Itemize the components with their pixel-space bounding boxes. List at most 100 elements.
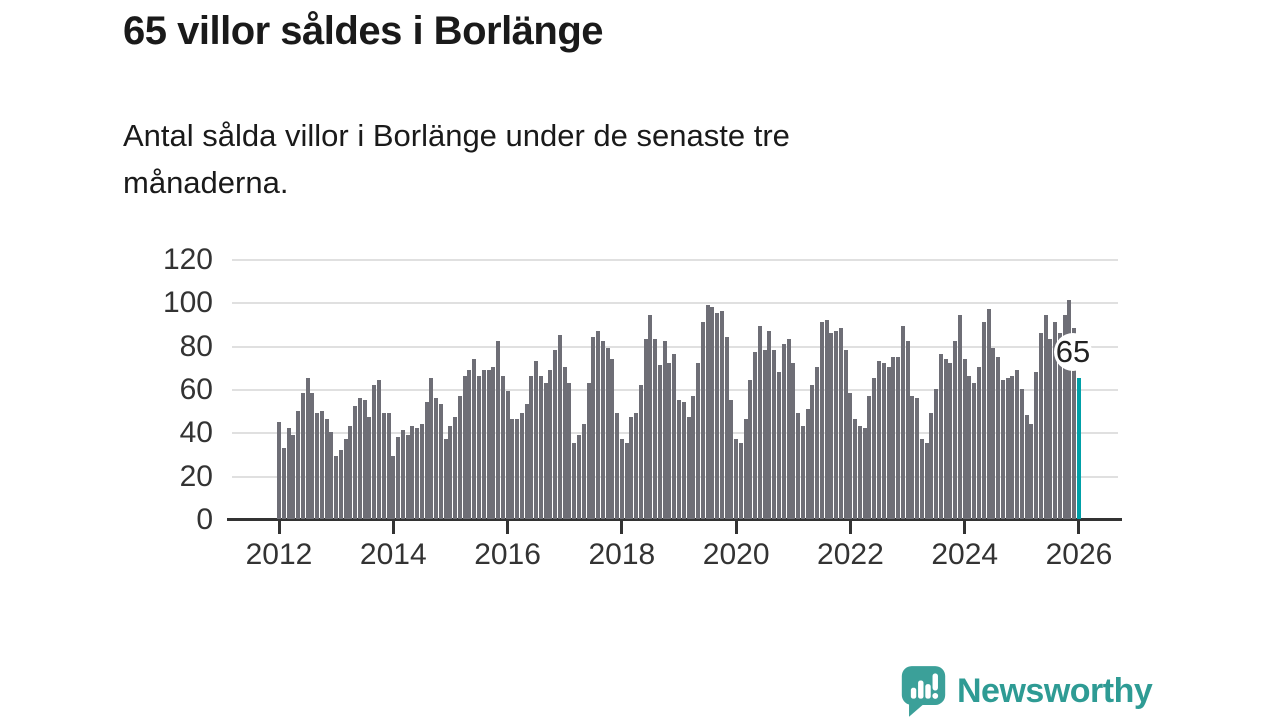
bar	[800, 425, 805, 519]
bar	[372, 384, 377, 519]
bar	[929, 412, 934, 519]
bar	[686, 417, 691, 519]
bar	[667, 363, 672, 519]
bar	[948, 363, 953, 519]
bar	[467, 369, 472, 519]
bar	[719, 311, 724, 519]
bar	[305, 378, 310, 519]
bar	[405, 434, 410, 519]
bar	[615, 412, 620, 519]
bar	[886, 367, 891, 519]
bar	[1019, 389, 1024, 519]
highlighted-bar	[1076, 378, 1081, 519]
chart-title: 65 villor såldes i Borlänge	[123, 9, 604, 53]
bar	[867, 395, 872, 519]
bar	[386, 412, 391, 519]
bar	[524, 404, 529, 519]
bar	[300, 393, 305, 519]
y-tick-label: 100	[162, 286, 213, 320]
bar	[605, 347, 610, 519]
bar	[810, 384, 815, 519]
bar	[815, 367, 820, 519]
x-tick-label: 2018	[588, 538, 656, 571]
x-tick-mark	[848, 521, 852, 534]
bar	[834, 330, 839, 519]
bar	[943, 358, 948, 519]
x-tick-label: 2012	[245, 538, 313, 571]
bar	[762, 350, 767, 519]
bar	[600, 341, 605, 519]
gridline	[232, 302, 1118, 305]
bar	[953, 341, 958, 519]
bar	[329, 432, 334, 519]
bar	[691, 395, 696, 519]
bar	[853, 419, 858, 519]
bar	[434, 397, 439, 519]
bar	[753, 352, 758, 519]
bar	[629, 417, 634, 519]
bar	[553, 350, 558, 519]
bar	[662, 341, 667, 519]
bar	[510, 419, 515, 519]
bar	[534, 360, 539, 519]
bar	[438, 404, 443, 519]
bar	[505, 391, 510, 519]
bar	[991, 347, 996, 519]
bar	[281, 447, 286, 519]
bar	[1062, 315, 1067, 519]
x-tick-mark	[1077, 521, 1081, 534]
bar	[515, 419, 520, 519]
bar	[972, 382, 977, 519]
bar	[486, 369, 491, 519]
bar	[791, 363, 796, 519]
bar	[996, 356, 1001, 519]
bar	[1053, 321, 1058, 519]
bar	[767, 330, 772, 519]
y-tick-label: 80	[179, 329, 213, 363]
bar	[734, 438, 739, 519]
x-tick-label: 2020	[702, 538, 770, 571]
bar	[310, 393, 315, 519]
bar	[976, 367, 981, 519]
bar	[481, 369, 486, 519]
bar	[757, 326, 762, 519]
x-tick-label: 2022	[817, 538, 884, 571]
bar	[786, 339, 791, 519]
bar	[296, 410, 301, 519]
bar	[610, 358, 615, 519]
bar	[696, 363, 701, 519]
gridline	[232, 259, 1118, 261]
bar	[538, 376, 543, 519]
bar	[429, 378, 434, 519]
bar	[843, 350, 848, 519]
bar	[562, 367, 567, 519]
bar	[457, 395, 462, 519]
bar	[415, 428, 420, 519]
bar	[362, 399, 367, 519]
bar	[448, 425, 453, 519]
newsworthy-wordmark: Newsworthy	[957, 671, 1153, 710]
bar	[934, 389, 939, 519]
bar	[862, 428, 867, 519]
x-tick-label: 2014	[359, 538, 427, 571]
bar	[315, 412, 320, 519]
bar	[876, 360, 881, 519]
bar	[872, 378, 877, 519]
bar	[619, 438, 624, 519]
bar	[286, 428, 291, 519]
bar	[338, 449, 343, 519]
y-axis-labels: 0 20 40 60 80 100 120	[100, 0, 213, 720]
bar	[424, 402, 429, 519]
bar	[1067, 300, 1072, 519]
y-tick-label: 60	[179, 373, 213, 406]
bar	[676, 399, 681, 519]
bar	[519, 412, 524, 519]
bar	[924, 443, 929, 519]
bar	[400, 430, 405, 519]
bar	[548, 369, 553, 519]
bar	[896, 356, 901, 519]
bar	[643, 339, 648, 519]
bar	[391, 456, 396, 519]
bar	[1000, 380, 1005, 519]
bar	[1024, 415, 1029, 519]
